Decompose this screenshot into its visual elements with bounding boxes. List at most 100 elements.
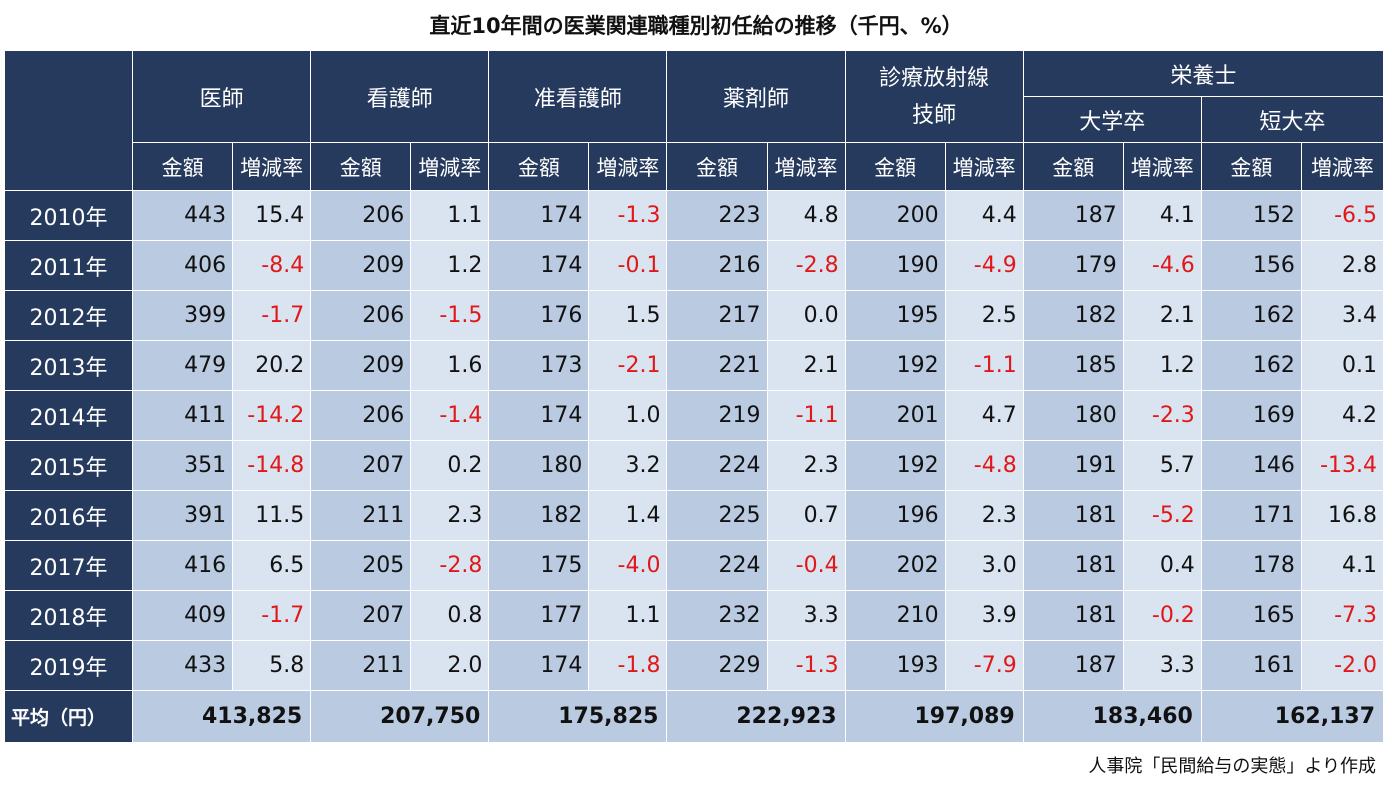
rate-cell: -1.8 — [588, 640, 668, 691]
rate-cell: -0.2 — [1122, 590, 1202, 641]
amount-cell: 433 — [132, 640, 234, 691]
amount-cell: 224 — [666, 440, 768, 491]
amount-cell: 205 — [310, 540, 412, 591]
amount-cell: 180 — [488, 440, 590, 491]
rate-cell: 6.5 — [232, 540, 312, 591]
amount-cell: 217 — [666, 290, 768, 341]
amount-cell: 416 — [132, 540, 234, 591]
amount-cell: 201 — [844, 390, 946, 441]
amount-cell: 223 — [666, 190, 768, 241]
amount-cell: 174 — [488, 390, 590, 441]
amount-cell: 219 — [666, 390, 768, 441]
rate-cell: 1.2 — [1122, 340, 1202, 391]
header-yakuzai: 薬剤師 — [666, 50, 846, 143]
rate-cell: 11.5 — [232, 490, 312, 541]
amount-cell: 195 — [844, 290, 946, 341]
year-cell: 2012年 — [3, 290, 134, 341]
table-row: 2013年 479 20.2 209 1.6 173 -2.1 221 2.1 192 -1.1 18… — [3, 340, 1385, 391]
amount-cell: 174 — [488, 190, 590, 241]
rate-cell: -1.7 — [232, 590, 312, 641]
amount-cell: 162 — [1200, 340, 1302, 391]
amount-cell: 211 — [310, 640, 412, 691]
table-row: 2018年 409 -1.7 207 0.8 177 1.1 232 3.3 210 3.9 181-… — [3, 590, 1385, 641]
amount-cell: 207 — [310, 590, 412, 641]
amount-cell: 156 — [1200, 240, 1302, 291]
amount-cell: 162 — [1200, 290, 1302, 341]
amount-cell: 225 — [666, 490, 768, 541]
rate-cell: -1.3 — [766, 640, 846, 691]
rate-cell: 2.1 — [766, 340, 846, 391]
rate-cell: 1.6 — [410, 340, 490, 391]
rate-cell: 2.3 — [944, 490, 1024, 541]
rate-cell: 2.3 — [766, 440, 846, 491]
table-row: 2016年 391 11.5 211 2.3 182 1.4 225 0.7 196 2.3 181-… — [3, 490, 1385, 541]
amount-cell: 179 — [1022, 240, 1124, 291]
amount-cell: 196 — [844, 490, 946, 541]
rate-cell: -2.3 — [1122, 390, 1202, 441]
amount-cell: 171 — [1200, 490, 1302, 541]
amount-cell: 176 — [488, 290, 590, 341]
year-cell: 2015年 — [3, 440, 134, 491]
rate-cell: 0.0 — [766, 290, 846, 341]
amount-cell: 391 — [132, 490, 234, 541]
amount-cell: 187 — [1022, 640, 1124, 691]
source-note: 人事院「民間給与の実態」より作成 — [1088, 756, 1376, 777]
rate-cell: 1.1 — [410, 190, 490, 241]
rate-cell: 0.1 — [1300, 340, 1385, 391]
amount-cell: 216 — [666, 240, 768, 291]
amount-cell: 152 — [1200, 190, 1302, 241]
year-cell: 2014年 — [3, 390, 134, 441]
subheader-amount: 金額 — [310, 142, 412, 191]
subheader-rate: 増減率 — [766, 142, 846, 191]
year-cell: 2013年 — [3, 340, 134, 391]
table-row: 2012年 399 -1.7 206 -1.5 176 1.5 217 0.0 195 2.5 182… — [3, 290, 1385, 341]
average-label: 平均（円） — [3, 690, 134, 743]
table-row: 2019年 433 5.8 211 2.0 174 -1.8 229 -1.3 193 -7.9 18… — [3, 640, 1385, 691]
amount-cell: 411 — [132, 390, 234, 441]
subheader-row: 金額 増減率 金額 増減率 金額 増減率 金額 増減率 金額 増減率 金額 増減率 金額 増減率 — [5, 142, 1385, 191]
amount-cell: 174 — [488, 640, 590, 691]
rate-cell: 5.7 — [1122, 440, 1202, 491]
subheader-rate: 増減率 — [1122, 142, 1202, 191]
rate-cell: 1.2 — [410, 240, 490, 291]
amount-cell: 182 — [488, 490, 590, 541]
rate-cell: 1.5 — [588, 290, 668, 341]
rate-cell: -0.4 — [766, 540, 846, 591]
header-ishi: 医師 — [132, 50, 312, 143]
amount-cell: 232 — [666, 590, 768, 641]
rate-cell: -2.1 — [588, 340, 668, 391]
rate-cell: 2.3 — [410, 490, 490, 541]
rate-cell: 16.8 — [1300, 490, 1385, 541]
subheader-rate: 増減率 — [410, 142, 490, 191]
rate-cell: 2.8 — [1300, 240, 1385, 291]
subheader-amount: 金額 — [844, 142, 946, 191]
amount-cell: 146 — [1200, 440, 1302, 491]
table-body: 2010年 443 15.4 206 1.1 174 -1.3 223 4.8 200 4.4 187… — [3, 190, 1385, 743]
amount-cell: 185 — [1022, 340, 1124, 391]
amount-cell: 169 — [1200, 390, 1302, 441]
amount-cell: 224 — [666, 540, 768, 591]
amount-cell: 351 — [132, 440, 234, 491]
amount-cell: 206 — [310, 290, 412, 341]
rate-cell: 1.1 — [588, 590, 668, 641]
rate-cell: 5.8 — [232, 640, 312, 691]
amount-cell: 177 — [488, 590, 590, 641]
rate-cell: 2.1 — [1122, 290, 1202, 341]
year-cell: 2016年 — [3, 490, 134, 541]
rate-cell: 4.1 — [1300, 540, 1385, 591]
rate-cell: -1.1 — [766, 390, 846, 441]
table-row: 2010年 443 15.4 206 1.1 174 -1.3 223 4.8 200 4.4 187… — [3, 190, 1385, 241]
header-eiyo: 栄養士 — [1022, 50, 1385, 97]
table-row: 2017年 416 6.5 205 -2.8 175 -4.0 224 -0.4 202 3.0 18… — [3, 540, 1385, 591]
amount-cell: 229 — [666, 640, 768, 691]
average-row: 平均（円） 413,825 207,750 175,825 222,923 197,089… — [3, 690, 1385, 743]
table-row: 2014年 411 -14.2 206 -1.4 174 1.0 219 -1.1 201 4.7 1… — [3, 390, 1385, 441]
header-shinryo: 診療放射線 技師 — [844, 50, 1024, 143]
amount-cell: 211 — [310, 490, 412, 541]
year-cell: 2019年 — [3, 640, 134, 691]
year-cell: 2010年 — [3, 190, 134, 241]
amount-cell: 192 — [844, 440, 946, 491]
rate-cell: -7.3 — [1300, 590, 1385, 641]
amount-cell: 187 — [1022, 190, 1124, 241]
average-value-cell: 413,825 — [132, 690, 312, 743]
